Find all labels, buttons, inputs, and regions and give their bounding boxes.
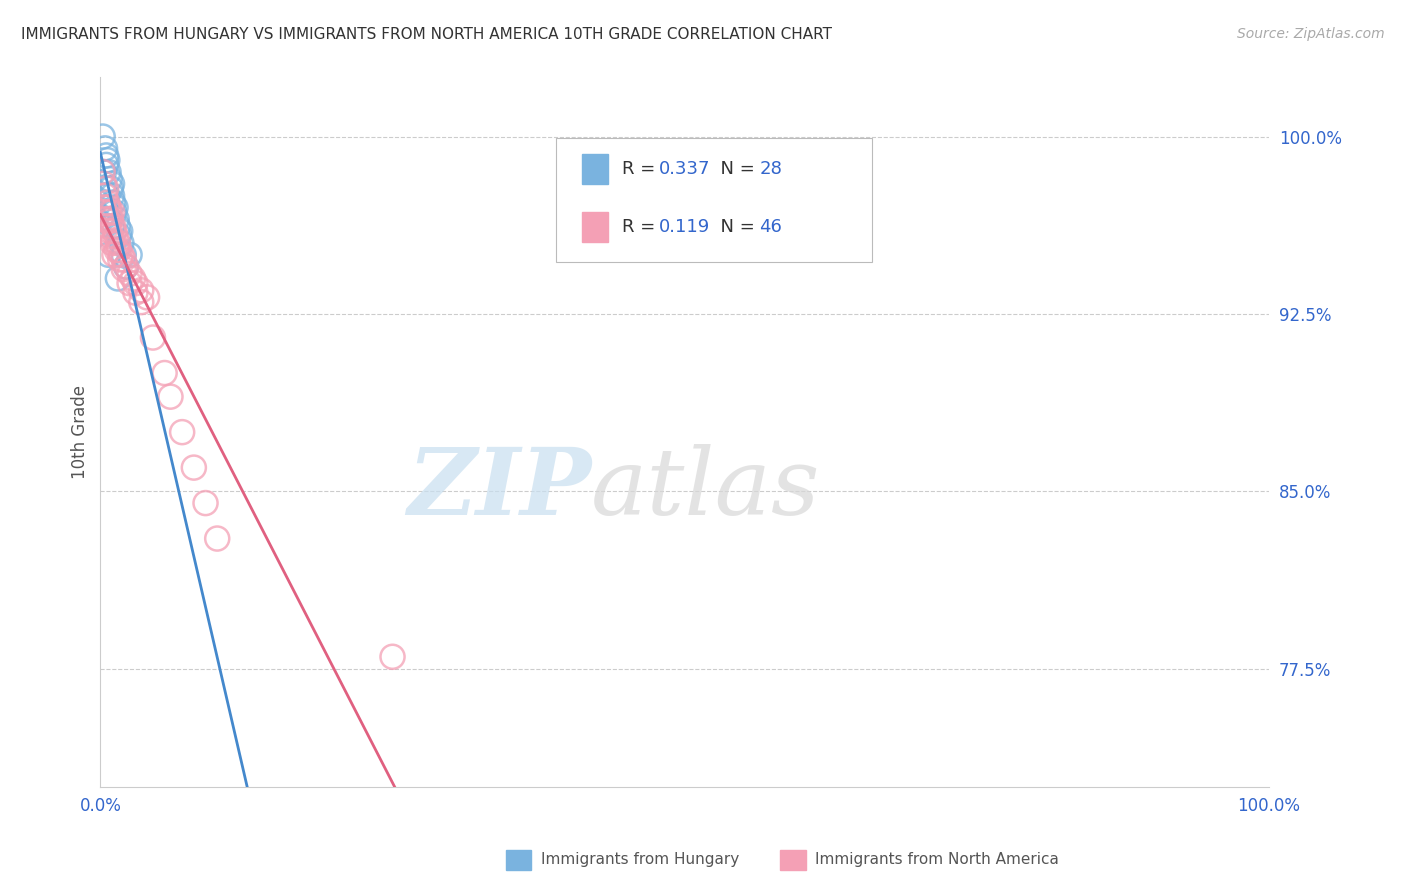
Text: R =: R = [621, 219, 666, 236]
Point [129, 295, 152, 310]
Point [122, 271, 145, 285]
Point [183, 460, 205, 475]
Bar [582, 212, 607, 242]
Point [96, 158, 118, 172]
Point [98, 205, 121, 219]
Point [96, 181, 118, 195]
Point [136, 290, 159, 304]
Point [96, 153, 118, 168]
Point [94, 188, 117, 202]
Point [153, 366, 176, 380]
Point [205, 532, 228, 546]
Point [110, 235, 132, 250]
Point [93, 165, 115, 179]
Point [101, 188, 124, 202]
Point [172, 425, 194, 439]
Point [94, 141, 117, 155]
Point [103, 234, 125, 248]
Text: atlas: atlas [591, 444, 821, 534]
Point [101, 205, 124, 219]
Point [112, 252, 135, 267]
Text: Source: ZipAtlas.com: Source: ZipAtlas.com [1237, 27, 1385, 41]
Point [98, 172, 121, 186]
Point [118, 248, 141, 262]
Point [101, 219, 124, 234]
Text: R =: R = [621, 160, 661, 178]
Point [118, 276, 141, 290]
Point [103, 224, 125, 238]
Point [107, 219, 129, 234]
Text: 0.337: 0.337 [659, 160, 710, 178]
Text: Immigrants from Hungary: Immigrants from Hungary [541, 853, 740, 867]
Point [108, 228, 131, 243]
Point [105, 243, 128, 257]
Point [107, 235, 129, 250]
Text: N =: N = [709, 160, 761, 178]
Point [97, 201, 120, 215]
Point [97, 248, 120, 262]
Point [107, 271, 129, 285]
Point [100, 181, 122, 195]
Point [105, 212, 128, 227]
Point [98, 212, 121, 227]
Y-axis label: 10th Grade: 10th Grade [72, 385, 89, 479]
Point [129, 283, 152, 297]
Point [103, 248, 125, 262]
Text: 0.119: 0.119 [659, 219, 710, 236]
Text: 46: 46 [759, 219, 782, 236]
Point [124, 276, 146, 290]
Point [97, 165, 120, 179]
Point [94, 201, 117, 215]
Point [93, 177, 115, 191]
Point [142, 330, 165, 344]
Text: N =: N = [709, 219, 761, 236]
Text: Immigrants from North America: Immigrants from North America [815, 853, 1059, 867]
Point [118, 267, 141, 281]
Point [96, 212, 118, 227]
Point [96, 195, 118, 210]
Point [103, 205, 125, 219]
Point [93, 201, 115, 215]
Text: 28: 28 [759, 160, 782, 178]
Point [98, 224, 121, 238]
Point [115, 260, 138, 274]
Point [100, 212, 122, 227]
Point [194, 496, 217, 510]
Text: IMMIGRANTS FROM HUNGARY VS IMMIGRANTS FROM NORTH AMERICA 10TH GRADE CORRELATION : IMMIGRANTS FROM HUNGARY VS IMMIGRANTS FR… [21, 27, 832, 42]
Point [104, 228, 127, 243]
Point [100, 228, 122, 243]
Bar [582, 154, 607, 184]
Point [159, 390, 181, 404]
Point [96, 219, 118, 234]
Text: ZIP: ZIP [406, 444, 591, 534]
Point [96, 188, 118, 202]
Point [103, 195, 125, 210]
Point [104, 201, 127, 215]
Point [112, 248, 135, 262]
Point [94, 205, 117, 219]
Point [110, 248, 132, 262]
Point [110, 224, 132, 238]
Point [103, 219, 125, 234]
Point [108, 243, 131, 257]
Point [91, 165, 114, 179]
Point [96, 148, 118, 162]
Point [124, 285, 146, 300]
Point [381, 649, 404, 664]
Point [101, 235, 124, 250]
Point [110, 252, 132, 267]
Point [91, 129, 114, 144]
Point [112, 262, 135, 277]
Point [115, 260, 138, 274]
Point [101, 177, 124, 191]
FancyBboxPatch shape [557, 137, 872, 262]
Point [97, 215, 120, 229]
